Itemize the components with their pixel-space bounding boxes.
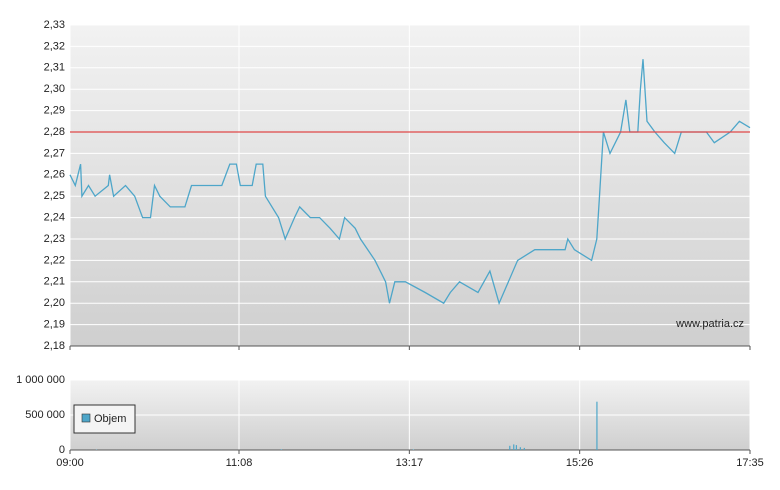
y-tick-label: 1 000 000 bbox=[16, 374, 65, 386]
legend-label: Objem bbox=[94, 413, 126, 425]
y-tick-label: 2,23 bbox=[44, 233, 65, 245]
x-tick-label: 11:08 bbox=[226, 457, 253, 469]
y-tick-label: 2,20 bbox=[44, 297, 65, 309]
x-tick-label: 13:17 bbox=[396, 457, 424, 469]
volume-bar bbox=[519, 447, 521, 450]
y-tick-label: 2,26 bbox=[44, 169, 65, 181]
volume-bar bbox=[280, 449, 282, 450]
price-line bbox=[69, 59, 751, 306]
volume-bar bbox=[596, 401, 598, 450]
y-tick-label: 2,25 bbox=[44, 190, 65, 202]
x-tick-label: 15:26 bbox=[566, 457, 594, 469]
y-tick-label: 2,19 bbox=[44, 319, 65, 331]
y-tick-label: 2,31 bbox=[44, 62, 65, 74]
y-tick-label: 0 bbox=[59, 444, 65, 456]
volume-bar bbox=[412, 449, 415, 450]
y-tick-label: 2,24 bbox=[44, 212, 65, 224]
x-tick-label: 09:00 bbox=[56, 457, 84, 469]
y-tick-label: 2,30 bbox=[44, 83, 65, 95]
y-tick-label: 2,29 bbox=[44, 105, 65, 117]
y-tick-label: 500 000 bbox=[25, 409, 65, 421]
y-tick-label: 2,22 bbox=[44, 254, 65, 266]
legend-swatch bbox=[81, 413, 91, 423]
volume-bar bbox=[515, 445, 517, 450]
price-plot-area bbox=[70, 25, 750, 346]
watermark: www.patria.cz bbox=[675, 318, 744, 330]
volume-bar bbox=[523, 447, 525, 450]
y-tick-label: 2,21 bbox=[44, 276, 65, 288]
y-tick-label: 2,32 bbox=[44, 40, 65, 52]
volume-bar bbox=[513, 444, 515, 450]
volume-bar bbox=[509, 445, 511, 450]
y-tick-label: 2,18 bbox=[44, 340, 65, 352]
y-tick-label: 2,28 bbox=[44, 126, 65, 138]
y-tick-label: 2,27 bbox=[44, 147, 65, 159]
x-tick-label: 17:35 bbox=[736, 457, 764, 469]
y-tick-label: 2,33 bbox=[44, 19, 65, 31]
